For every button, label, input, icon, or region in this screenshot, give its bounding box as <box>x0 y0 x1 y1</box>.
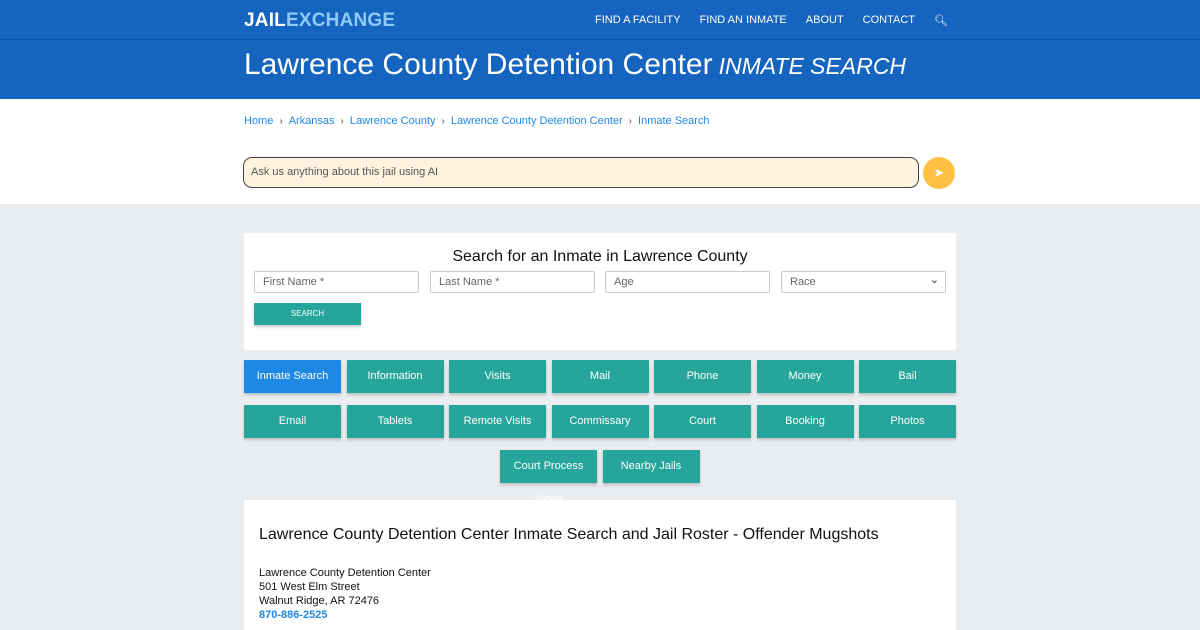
nav-button-commissary[interactable]: Commissary <box>551 405 649 438</box>
nav-button-tablets[interactable]: Tablets <box>346 405 444 438</box>
logo-jail: JAIL <box>244 10 286 31</box>
facility-name-line: Lawrence County Detention Center <box>259 567 431 579</box>
nav-contact[interactable]: CONTACT <box>862 14 916 26</box>
race-value: Race <box>790 276 816 288</box>
nav-button-email[interactable]: Email <box>244 405 341 438</box>
search-button[interactable]: SEARCH <box>254 303 361 325</box>
nav-button-money[interactable]: Money <box>756 360 854 393</box>
nav-about[interactable]: ABOUT <box>805 14 844 26</box>
breadcrumb: Home › Arkansas › Lawrence County › Lawrenc… <box>244 115 710 127</box>
chevron-right-icon: › <box>441 115 445 127</box>
nav-button-court[interactable]: Court <box>654 405 751 438</box>
breadcrumb-facility[interactable]: Lawrence County Detention Center <box>450 115 623 127</box>
nav-button-booking[interactable]: Booking <box>756 405 854 438</box>
info-title: Lawrence County Detention Center Inmate … <box>259 526 879 543</box>
page-subtitle: INMATE SEARCH <box>718 53 907 79</box>
breadcrumb-county[interactable]: Lawrence County <box>349 115 436 127</box>
logo-exchange: EXCHANGE <box>285 10 396 31</box>
nav-button-photos[interactable]: Photos <box>859 405 956 438</box>
breadcrumb-current[interactable]: Inmate Search <box>638 115 710 127</box>
facility-phone-link[interactable]: 870-886-2525 <box>259 609 328 621</box>
breadcrumb-home[interactable]: Home <box>244 115 274 127</box>
chevron-right-icon: › <box>340 115 344 127</box>
nav-button-visits[interactable]: Visits <box>449 360 546 393</box>
page-title: Lawrence County Detention Center INMATE S… <box>244 48 906 82</box>
nav-button-inmate-search[interactable]: Inmate Search <box>244 360 341 393</box>
nav-button-court-process-video[interactable]: Court Process Video <box>500 450 597 505</box>
nav-button-bail[interactable]: Bail <box>859 360 956 393</box>
top-nav: JAILEXCHANGE FIND A FACILITY FIND AN INM… <box>0 0 1200 40</box>
facility-city: Walnut Ridge, AR 72476 <box>259 595 380 607</box>
race-select[interactable]: Race <box>781 271 946 293</box>
hero-banner: Lawrence County Detention Center INMATE S… <box>0 40 1200 99</box>
search-icon[interactable]: 🔍︎ <box>934 15 948 27</box>
inmate-search-form: Search for an Inmate in Lawrence County … <box>244 233 956 350</box>
facility-street: 501 West Elm Street <box>259 581 360 593</box>
nav-button-mail[interactable]: Mail <box>551 360 649 393</box>
paper-plane-icon[interactable]: ➤ <box>923 157 955 189</box>
age-input[interactable]: Age <box>605 271 770 293</box>
nav-find-facility[interactable]: FIND A FACILITY <box>594 14 681 26</box>
chevron-right-icon: › <box>628 115 633 127</box>
facility-name: Lawrence County Detention Center <box>244 48 713 81</box>
nav-button-information[interactable]: Information <box>346 360 444 393</box>
nav-button-phone[interactable]: Phone <box>654 360 751 393</box>
nav-button-remote-visits[interactable]: Remote Visits <box>449 405 546 438</box>
last-name-input[interactable]: Last Name * <box>430 271 595 293</box>
nav-find-inmate[interactable]: FIND AN INMATE <box>699 14 787 26</box>
first-name-input[interactable]: First Name * <box>254 271 419 293</box>
nav-button-nearby-jails[interactable]: Nearby Jails <box>602 450 700 483</box>
chevron-right-icon: › <box>279 115 283 127</box>
logo[interactable]: JAILEXCHANGE <box>244 10 395 32</box>
ai-question-input[interactable]: Ask us anything about this jail using AI <box>243 157 919 188</box>
facility-info: Lawrence County Detention Center Inmate … <box>244 500 956 630</box>
breadcrumb-state[interactable]: Arkansas <box>288 115 335 127</box>
search-title: Search for an Inmate in Lawrence County <box>452 248 748 265</box>
